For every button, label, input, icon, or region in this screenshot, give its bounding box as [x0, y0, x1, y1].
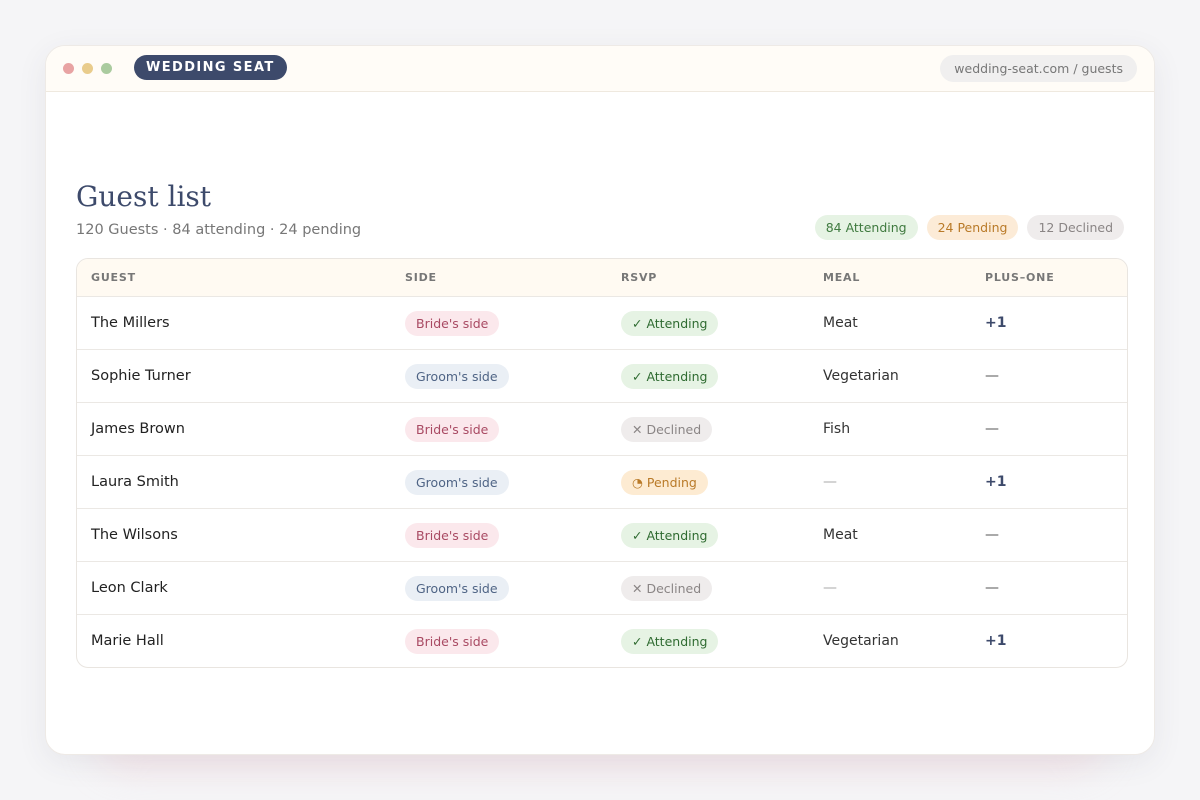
guest-name: Laura Smith [91, 474, 179, 490]
meal: Vegetarian [823, 633, 899, 649]
plus-one: +1 [985, 633, 1007, 649]
guest-row: The Wilsons Bride's side ✓ Attending Meat — [77, 508, 1127, 561]
guest-name: James Brown [91, 421, 185, 437]
guest-name: Leon Clark [91, 580, 168, 596]
plus-one: — [985, 368, 999, 384]
guest-table: GUEST SIDE RSVP MEAL PLUS–ONE The Millers Brid… [76, 258, 1128, 668]
guest-row: The Millers Bride's side ✓ Attending Meat +1 [77, 296, 1127, 349]
side-pill: Bride's side [405, 310, 500, 336]
page-title: Guest list [76, 180, 212, 213]
side-pill: Bride's side [405, 416, 500, 442]
rsvp-pill: ✕ Declined [621, 416, 713, 442]
guest-row: Laura Smith Groom's side ◔ Pending — +1 [77, 455, 1127, 508]
column-header: PLUS–ONE [985, 271, 1055, 284]
badge: 84 Attending [814, 215, 918, 240]
badge: 24 Pending [926, 215, 1019, 240]
guest-row: James Brown Bride's side ✕ Declined Fish — [77, 402, 1127, 455]
side-pill: Groom's side [405, 469, 509, 495]
column-header: MEAL [823, 271, 861, 284]
guest-name: The Wilsons [91, 527, 178, 543]
table-header: GUEST SIDE RSVP MEAL PLUS–ONE [77, 259, 1127, 296]
meal: — [823, 474, 837, 490]
rsvp-pill: ✓ Attending [621, 628, 719, 654]
guest-row: Leon Clark Groom's side ✕ Declined — — [77, 561, 1127, 614]
plus-one: — [985, 527, 999, 543]
plus-one: +1 [985, 474, 1007, 490]
app-window: WEDDING SEAT wedding-seat.com / guests G… [45, 45, 1155, 755]
column-header: SIDE [405, 271, 437, 284]
meal: Vegetarian [823, 368, 899, 384]
meal: Meat [823, 315, 858, 331]
rsvp-pill: ✓ Attending [621, 522, 719, 548]
column-header: RSVP [621, 271, 658, 284]
summary-badges: 84 Attending 24 Pending 12 Declined [814, 215, 1124, 240]
side-pill: Groom's side [405, 363, 509, 389]
close-dot[interactable] [63, 63, 74, 74]
badge: 12 Declined [1027, 215, 1124, 240]
rsvp-pill: ✓ Attending [621, 310, 719, 336]
brand: WEDDING SEAT [134, 55, 287, 80]
title-bar: WEDDING SEAT wedding-seat.com / guests [46, 46, 1154, 92]
plus-one: — [985, 580, 999, 596]
meal: Fish [823, 421, 851, 437]
guest-row: Sophie Turner Groom's side ✓ Attending Vege… [77, 349, 1127, 402]
side-pill: Groom's side [405, 575, 509, 601]
rsvp-pill: ✕ Declined [621, 575, 713, 601]
plus-one: +1 [985, 315, 1007, 331]
column-header: GUEST [91, 271, 136, 284]
minimize-dot[interactable] [82, 63, 93, 74]
guest-name: The Millers [91, 315, 170, 331]
rsvp-pill: ◔ Pending [621, 469, 708, 495]
side-pill: Bride's side [405, 628, 500, 654]
guest-row: Marie Hall Bride's side ✓ Attending Vegetar… [77, 614, 1127, 667]
guest-name: Sophie Turner [91, 368, 191, 384]
guest-name: Marie Hall [91, 633, 164, 649]
maximize-dot[interactable] [101, 63, 112, 74]
plus-one: — [985, 421, 999, 437]
rsvp-pill: ✓ Attending [621, 363, 719, 389]
side-pill: Bride's side [405, 522, 500, 548]
url-bar[interactable]: wedding-seat.com / guests [940, 55, 1137, 82]
page-subtitle: 120 Guests · 84 attending · 24 pending [76, 222, 362, 238]
meal: — [823, 580, 837, 596]
meal: Meat [823, 527, 858, 543]
